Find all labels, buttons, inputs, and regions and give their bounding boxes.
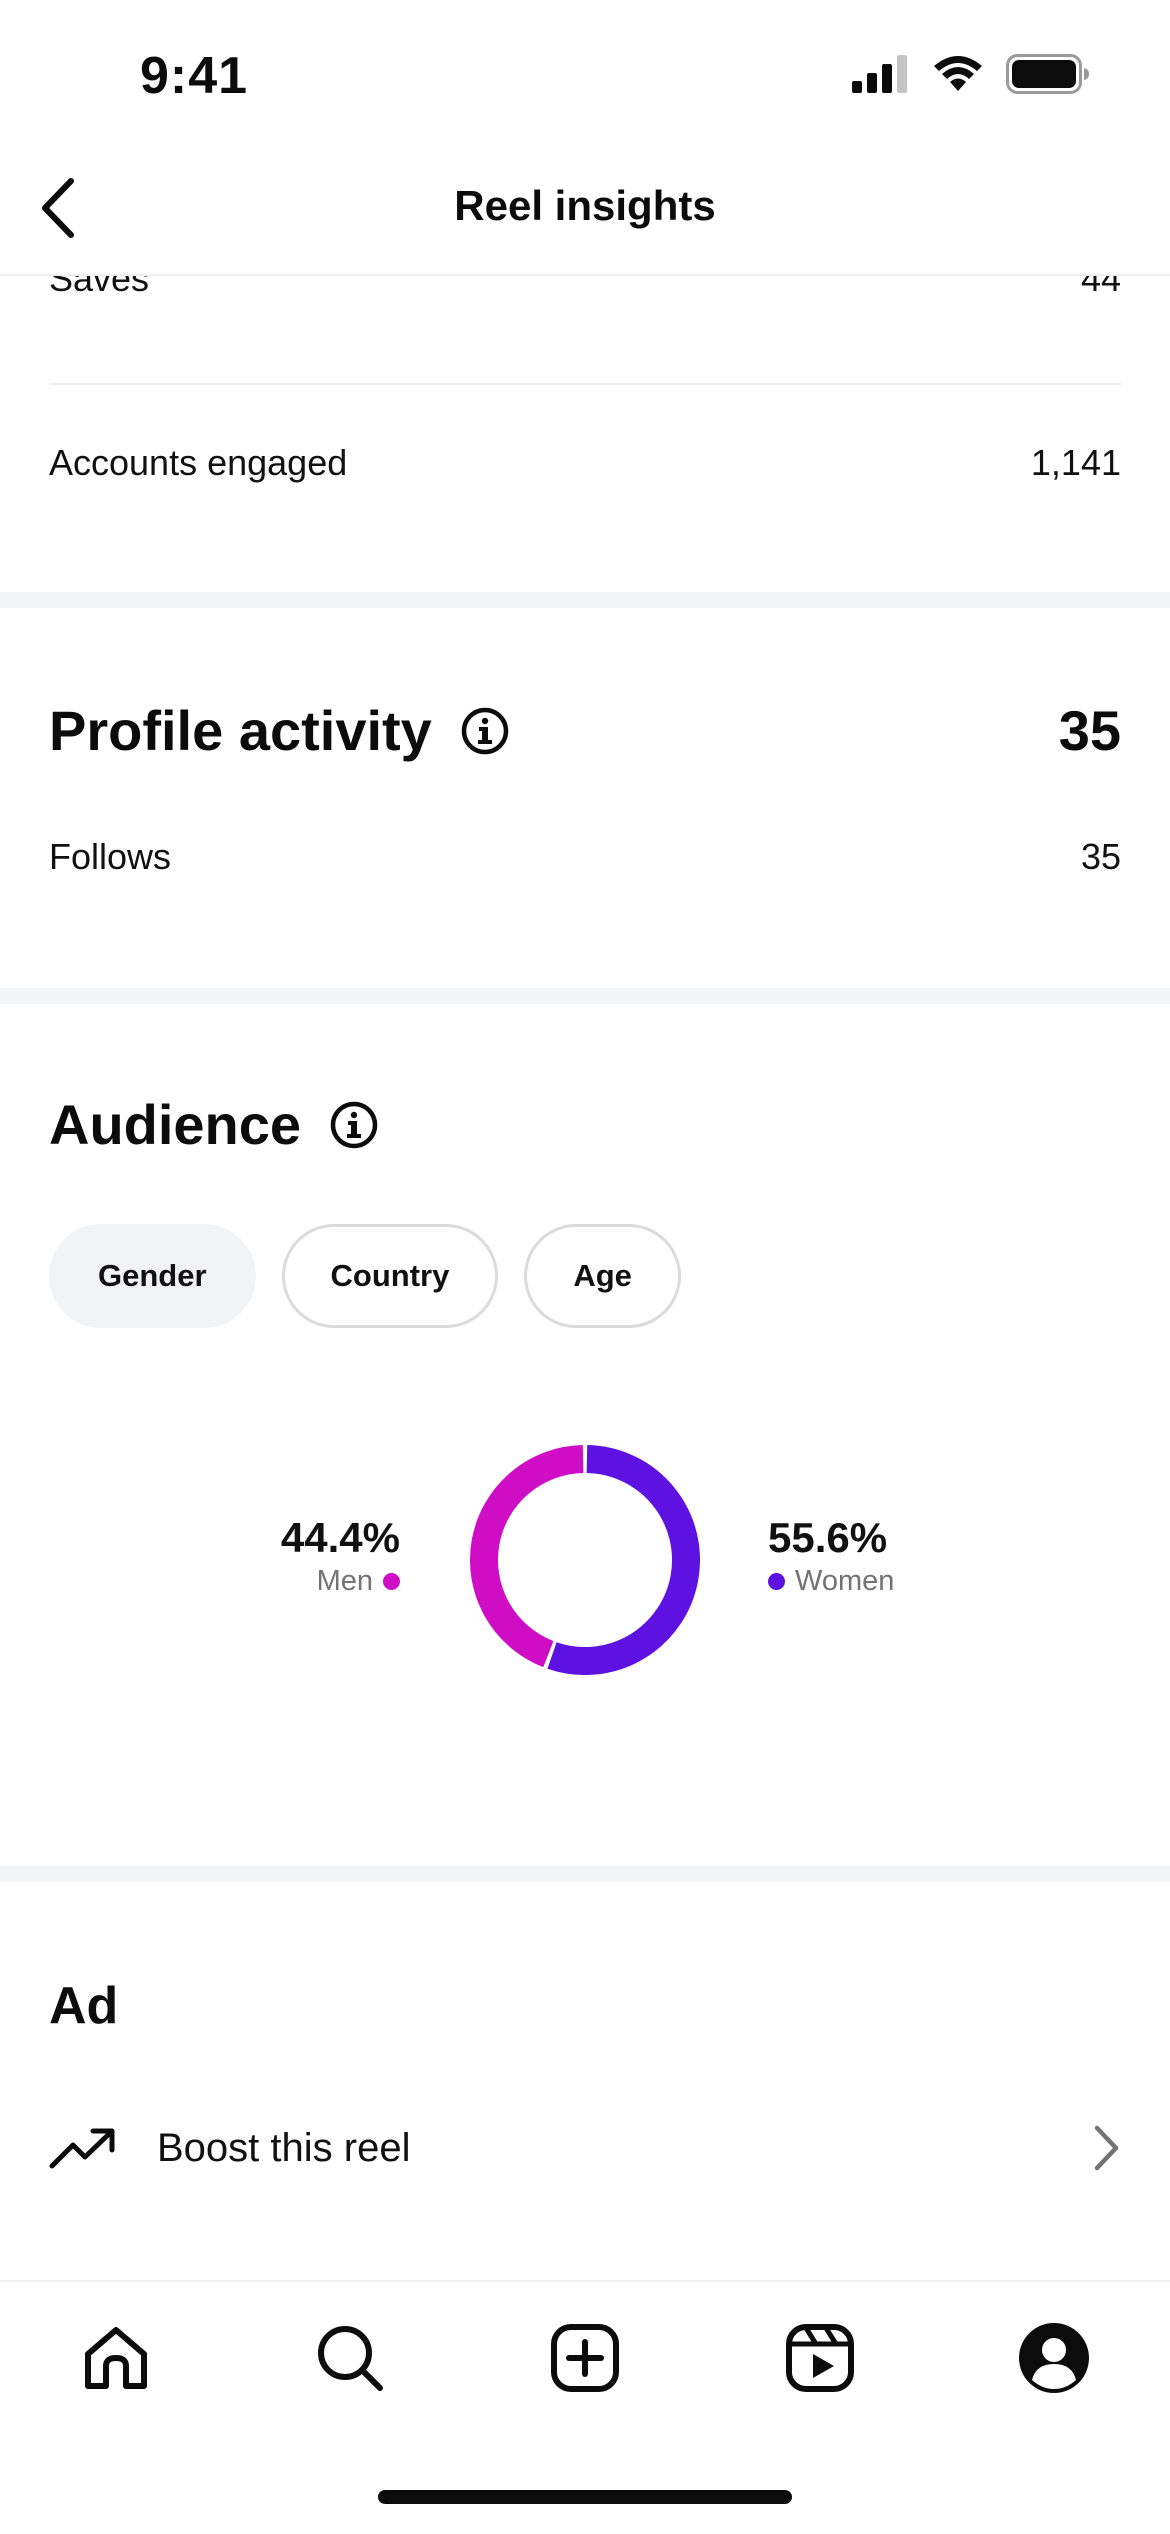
boost-reel-label: Boost this reel <box>157 2125 411 2170</box>
tab-gender[interactable]: Gender <box>49 1224 256 1328</box>
metric-label: Follows <box>49 836 172 877</box>
section-title: Profile activity <box>49 699 432 762</box>
gender-donut-chart <box>470 1445 700 1675</box>
women-percentage: 55.6% <box>768 1514 888 1561</box>
metric-row-follows: Follows 35 <box>49 836 1121 878</box>
profile-activity-total: 35 <box>1058 699 1121 762</box>
search-icon <box>318 2326 383 2391</box>
tab-reels[interactable] <box>780 2318 860 2398</box>
home-indicator <box>378 2490 792 2504</box>
section-separator <box>0 592 1170 608</box>
profile-activity-heading: Profile activity <box>49 698 510 763</box>
tab-country[interactable]: Country <box>281 1224 499 1328</box>
home-icon <box>85 2327 147 2389</box>
metric-value: 35 <box>1080 836 1121 877</box>
page-title: Reel insights <box>454 182 716 229</box>
metric-value: 1,141 <box>1030 442 1121 483</box>
metric-row-accounts-engaged: Accounts engaged 1,141 <box>49 442 1121 484</box>
chevron-left-icon <box>42 178 74 238</box>
bottom-tab-bar <box>0 2280 1170 2534</box>
info-icon[interactable] <box>329 1100 379 1150</box>
tab-create[interactable] <box>545 2318 625 2398</box>
women-dot <box>768 1573 785 1590</box>
info-icon[interactable] <box>460 706 510 756</box>
women-label: Women <box>795 1565 895 1597</box>
ad-heading: Ad <box>49 1977 119 2035</box>
legend-women: 55.6% Women <box>768 1515 894 1598</box>
men-percentage: 44.4% <box>280 1514 400 1561</box>
tab-profile[interactable] <box>1014 2318 1094 2398</box>
trending-up-icon <box>49 2128 115 2169</box>
men-label: Men <box>316 1565 373 1597</box>
donut-svg <box>470 1445 700 1675</box>
status-time: 9:41 <box>140 47 249 105</box>
insights-content[interactable]: Saves 44 Accounts engaged 1,141 Profile … <box>0 140 1170 2280</box>
wifi-icon <box>934 56 982 91</box>
reels-icon <box>786 2324 854 2392</box>
cellular-signal-icon <box>852 55 907 93</box>
men-dot <box>383 1573 400 1590</box>
section-separator <box>0 988 1170 1004</box>
audience-filter-tabs: Gender Country Age <box>49 1224 681 1328</box>
create-icon <box>551 2324 619 2392</box>
audience-heading: Audience <box>49 1092 379 1157</box>
status-bar: 9:41 <box>0 0 1170 140</box>
back-button[interactable] <box>22 173 92 243</box>
profile-icon <box>1019 2323 1089 2393</box>
tab-home[interactable] <box>76 2318 156 2398</box>
tab-age[interactable]: Age <box>524 1224 681 1328</box>
boost-reel-row[interactable]: Boost this reel <box>49 2108 1121 2188</box>
tab-search[interactable] <box>310 2318 390 2398</box>
chevron-right-icon <box>1094 2125 1119 2171</box>
section-separator <box>0 1866 1170 1882</box>
donut-segment-women <box>547 1445 700 1675</box>
legend-men: 44.4% Men <box>281 1515 400 1598</box>
divider <box>49 383 1121 385</box>
metric-label: Accounts engaged <box>49 442 348 483</box>
status-icons <box>852 54 1090 94</box>
donut-segment-men <box>470 1445 584 1668</box>
battery-icon <box>1006 54 1089 94</box>
nav-bar: Reel insights <box>0 140 1170 276</box>
section-title: Audience <box>49 1093 302 1156</box>
